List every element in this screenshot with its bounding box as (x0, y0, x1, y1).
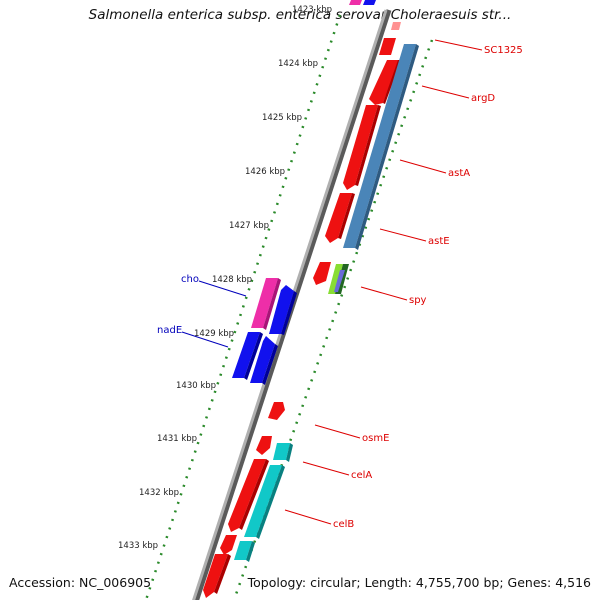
left-dotted-track (144, 14, 342, 600)
kbp-label: 1431 kbp (157, 434, 197, 444)
kbp-label: 1427 kbp (229, 221, 269, 231)
leader-line-spy (360, 286, 408, 301)
gene-label-sc1325[interactable]: SC1325 (484, 45, 523, 56)
gene-cho[interactable] (251, 278, 281, 330)
gene-label-asta[interactable]: astA (448, 168, 470, 179)
gene-label-osme[interactable]: osmE (362, 433, 389, 444)
operon-bar[interactable] (343, 44, 419, 250)
kbp-label: 1429 kbp (194, 329, 234, 339)
gene-label-argd[interactable]: argD (471, 93, 495, 104)
genome-title: Salmonella enterica subsp. enterica sero… (88, 7, 512, 23)
gene-celb[interactable] (244, 465, 285, 539)
gene-sc1325[interactable] (379, 38, 396, 55)
gene-asta[interactable] (343, 105, 381, 190)
kbp-label: 1432 kbp (139, 488, 179, 498)
accession-text: Accession: NC_006905 (9, 575, 152, 590)
leader-line-argd (421, 85, 470, 99)
topology-text: Topology: circular; Length: 4,755,700 bp… (247, 575, 591, 590)
kbp-label: 1423 kbp (292, 5, 332, 15)
leader-line-aste (379, 228, 427, 242)
gene-label-celb[interactable]: celB (333, 519, 354, 530)
leader-line-celb (284, 509, 332, 525)
gene-label-cela[interactable]: celA (351, 470, 372, 481)
gene-top-pink[interactable] (349, 0, 362, 5)
gene-forward-2[interactable] (250, 336, 278, 385)
gene-nade[interactable] (232, 332, 263, 380)
kbp-label: 1430 kbp (176, 381, 216, 391)
gene-spy[interactable] (313, 262, 349, 294)
kbp-label: 1424 kbp (278, 59, 318, 69)
gene-lower-red[interactable] (220, 535, 237, 555)
gene-top-blue[interactable] (363, 0, 376, 5)
kbp-label: 1433 kbp (118, 541, 158, 551)
leader-line-asta (399, 159, 447, 174)
leader-line-osme (314, 424, 361, 439)
leader-line-cho (198, 280, 247, 297)
gene-label-spy[interactable]: spy (409, 295, 427, 306)
gene-label-cho[interactable]: cho (181, 274, 199, 285)
leader-line-sc1325 (434, 39, 483, 51)
gene-top-red-small[interactable] (391, 22, 401, 30)
kbp-label: 1426 kbp (245, 167, 285, 177)
kbp-label: 1428 kbp (212, 275, 252, 285)
gene-label-nade[interactable]: nadE (157, 325, 182, 336)
gene-aste[interactable] (325, 193, 355, 243)
kbp-label: 1425 kbp (262, 113, 302, 123)
gene-bottom-red[interactable] (203, 554, 231, 598)
gene-lower-cyan[interactable] (234, 541, 255, 562)
gene-cela[interactable] (228, 459, 269, 532)
gene-osme-region[interactable] (268, 402, 285, 420)
gene-osme[interactable] (256, 436, 272, 455)
gene-forward-1[interactable] (269, 285, 297, 335)
gene-cela-cyan[interactable] (273, 443, 293, 462)
leader-line-nade (181, 331, 229, 348)
gene-label-aste[interactable]: astE (428, 236, 450, 247)
leader-line-cela (302, 461, 350, 476)
